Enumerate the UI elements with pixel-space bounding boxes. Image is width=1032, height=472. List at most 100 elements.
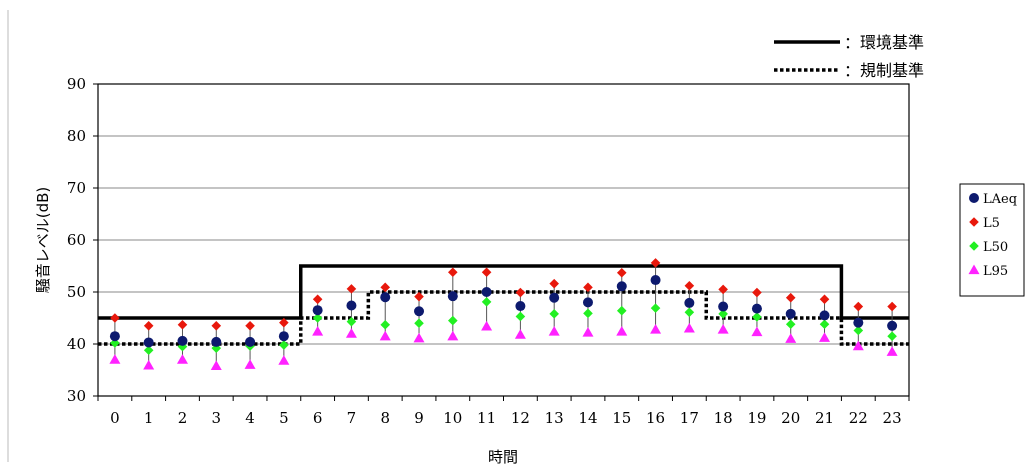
point-l50-7 (346, 316, 357, 327)
point-l95-22 (852, 340, 864, 351)
point-l95-10 (447, 330, 459, 341)
series-legend: LAeq L5 L50 L95 (959, 183, 1025, 297)
point-l50-20 (785, 319, 796, 330)
x-tick-label-13: 13 (545, 409, 564, 427)
point-laeq-4 (245, 336, 256, 347)
y-tick-label-80: 80 (67, 127, 86, 145)
point-l5-1 (143, 321, 154, 331)
x-tick-label-11: 11 (477, 409, 496, 427)
x-tick-label-7: 7 (347, 409, 357, 427)
point-laeq-21 (819, 310, 830, 321)
point-l50-17 (684, 307, 695, 318)
point-laeq-14 (582, 297, 593, 308)
point-l5-16 (650, 258, 661, 268)
point-l50-10 (448, 315, 458, 326)
point-l5-23 (887, 301, 897, 312)
x-tick-label-1: 1 (144, 409, 154, 427)
point-laeq-9 (414, 306, 425, 317)
y-axis-label: 騒音レベル(dB) (34, 187, 52, 294)
series-legend-box (959, 183, 1025, 297)
legend-marker-laeq (969, 193, 979, 203)
point-l50-19 (752, 312, 762, 322)
data-points (109, 258, 898, 370)
point-laeq-0 (109, 331, 120, 342)
y-tick-label-60: 60 (67, 231, 86, 249)
x-tick-label-3: 3 (211, 409, 221, 427)
point-l5-12 (515, 287, 526, 298)
x-tick-label-15: 15 (612, 409, 631, 427)
x-tick-label-5: 5 (279, 409, 289, 427)
point-l5-8 (380, 282, 391, 293)
point-l95-12 (514, 329, 526, 339)
x-tick-label-19: 19 (747, 409, 766, 427)
point-laeq-19 (751, 303, 762, 314)
point-laeq-18 (718, 301, 729, 312)
reference-line-regulatory-standard (98, 290, 909, 346)
y-axis-ticks: 30 40 50 60 70 80 90 (67, 75, 98, 405)
x-tick-label-21: 21 (815, 409, 834, 427)
point-l5-0 (110, 313, 120, 323)
ref-legend-dotted-label: ：規制基準 (844, 61, 924, 80)
point-laeq-22 (853, 317, 864, 328)
point-l95-13 (548, 326, 560, 336)
legend-marker-l50 (969, 241, 979, 251)
point-l50-23 (887, 331, 897, 341)
x-tick-label-6: 6 (313, 409, 323, 427)
x-tick-label-14: 14 (578, 409, 597, 427)
point-laeq-12 (515, 301, 526, 312)
range-lines (114, 262, 893, 366)
x-tick-label-9: 9 (414, 409, 424, 427)
point-l95-16 (650, 323, 662, 334)
x-axis-label: 時間 (488, 448, 518, 466)
point-l5-9 (414, 291, 424, 302)
point-laeq-3 (211, 336, 222, 347)
point-l50-16 (650, 303, 661, 313)
point-l5-22 (853, 301, 864, 312)
x-tick-label-20: 20 (781, 409, 800, 427)
x-tick-label-23: 23 (883, 409, 902, 427)
point-l95-20 (785, 333, 797, 343)
point-l50-12 (515, 311, 526, 322)
point-laeq-1 (143, 337, 154, 348)
x-tick-label-2: 2 (178, 409, 188, 427)
y-tick-label-50: 50 (67, 283, 86, 301)
reference-legend: ：環境基準 ：規制基準 (774, 33, 924, 80)
point-laeq-5 (278, 331, 289, 342)
point-l95-14 (582, 327, 594, 337)
point-l95-19 (751, 326, 763, 337)
point-l50-18 (718, 309, 728, 319)
point-l5-3 (211, 321, 222, 331)
point-l95-17 (683, 322, 695, 333)
point-l95-4 (244, 359, 256, 369)
point-l5-18 (718, 284, 728, 295)
point-l50-9 (414, 318, 424, 328)
point-l95-21 (819, 332, 831, 342)
point-l50-22 (853, 325, 864, 336)
point-l95-1 (143, 359, 155, 370)
point-l95-3 (210, 360, 222, 370)
point-l95-6 (312, 326, 324, 336)
y-tick-label-40: 40 (67, 335, 86, 353)
point-l95-15 (616, 326, 628, 336)
reference-lines (98, 264, 909, 346)
point-l5-4 (245, 321, 255, 331)
point-l5-14 (583, 282, 593, 293)
reference-line-environmental-standard (98, 264, 909, 320)
point-l5-20 (785, 292, 796, 303)
point-l50-13 (549, 309, 559, 319)
point-laeq-16 (650, 275, 661, 286)
point-l95-5 (278, 355, 290, 365)
point-l5-17 (684, 280, 695, 291)
point-l95-8 (379, 330, 391, 341)
point-l95-0 (109, 354, 121, 364)
y-tick-label-30: 30 (67, 387, 86, 405)
x-tick-label-16: 16 (646, 409, 665, 427)
y-tick-label-90: 90 (67, 75, 86, 93)
point-laeq-13 (549, 292, 560, 303)
point-l95-18 (717, 323, 729, 334)
legend-marker-l95 (968, 264, 980, 275)
point-l50-21 (819, 319, 830, 330)
legend-label-l5: L5 (983, 216, 1000, 231)
point-l5-6 (312, 294, 323, 305)
